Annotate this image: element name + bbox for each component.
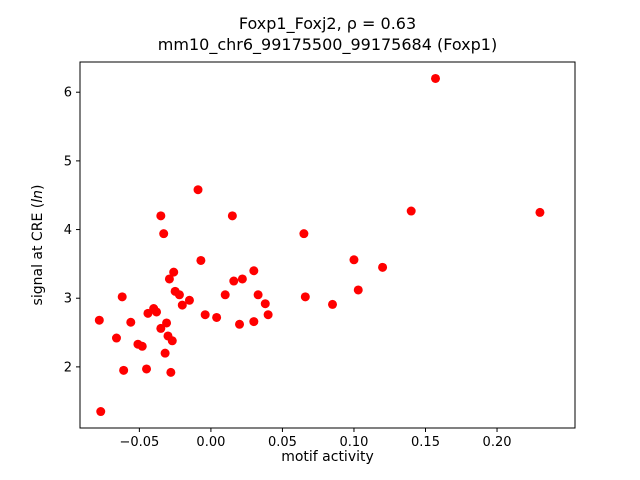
chart-title: Foxp1_Foxj2, ρ = 0.63 mm10_chr6_99175500…: [80, 13, 575, 55]
scatter-point: [253, 290, 263, 300]
scatter-point: [299, 229, 309, 239]
scatter-point: [535, 207, 545, 217]
scatter-point: [174, 290, 184, 300]
scatter-point: [196, 255, 206, 265]
scatter-point: [300, 292, 310, 302]
scatter-point: [229, 276, 239, 286]
scatter-point: [142, 364, 152, 374]
scatter-point: [378, 262, 388, 272]
y-axis-label: signal at CRE (ln): [30, 185, 46, 306]
x-tick-label: 0.05: [268, 435, 297, 450]
scatter-point: [156, 211, 166, 221]
scatter-point: [177, 300, 187, 310]
scatter-point: [164, 274, 174, 284]
scatter-point: [220, 290, 230, 300]
scatter-point: [111, 333, 121, 343]
scatter-point: [200, 310, 210, 320]
scatter-point: [162, 318, 172, 328]
scatter-point: [166, 367, 176, 377]
scatter-point: [212, 312, 222, 322]
x-axis-label: motif activity: [281, 449, 374, 465]
scatter-point: [160, 348, 170, 358]
scatter-point: [249, 317, 259, 327]
scatter-point: [152, 307, 162, 317]
y-tick-label: 2: [64, 360, 72, 375]
y-axis-label-italic: ln: [30, 190, 46, 203]
chart-title-line2: mm10_chr6_99175500_99175684 (Foxp1): [157, 35, 498, 54]
y-axis-label-post: ): [30, 184, 46, 191]
y-axis-label-pre: signal at CRE (: [30, 202, 46, 306]
y-tick-label: 4: [64, 223, 72, 238]
scatter-point: [137, 341, 147, 351]
scatter-point: [263, 310, 273, 320]
scatter-point: [328, 299, 338, 309]
scatter-point: [260, 299, 270, 309]
scatter-point: [119, 365, 129, 375]
scatter-point: [349, 255, 359, 265]
chart-title-line1: Foxp1_Foxj2, ρ = 0.63: [238, 14, 417, 33]
scatter-point: [193, 185, 203, 195]
y-tick-label: 5: [64, 154, 72, 169]
scatter-point: [96, 407, 106, 417]
scatter-point: [117, 292, 127, 302]
y-tick-label: 6: [64, 86, 72, 101]
scatter-point: [406, 206, 416, 216]
scatter-point: [227, 211, 237, 221]
scatter-point: [169, 267, 179, 277]
scatter-point: [353, 285, 363, 295]
scatter-point: [159, 229, 169, 239]
x-tick-label: 0.15: [411, 435, 440, 450]
x-tick-label: −0.05: [119, 435, 159, 450]
scatter-point: [249, 266, 259, 276]
y-tick-label: 3: [64, 292, 72, 307]
scatter-point: [156, 323, 166, 333]
scatter-point: [235, 319, 245, 329]
scatter-point: [167, 336, 177, 346]
scatter-point: [94, 315, 104, 325]
scatter-point: [431, 73, 441, 83]
axes-spines: [79, 61, 576, 429]
scatter-point: [237, 274, 247, 284]
scatter-point: [184, 295, 194, 305]
scatter-point: [126, 317, 136, 327]
x-tick-label: 0.00: [196, 435, 225, 450]
x-tick-label: 0.20: [483, 435, 512, 450]
x-tick-label: 0.10: [339, 435, 368, 450]
